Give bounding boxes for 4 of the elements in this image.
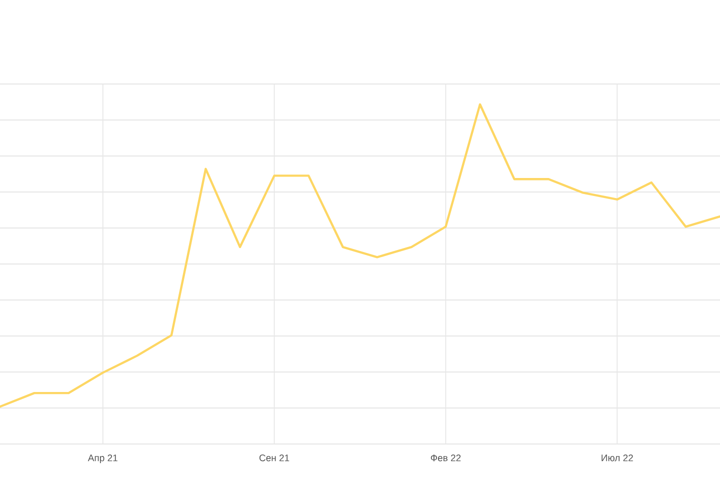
- x-tick-label: Апр 21: [88, 454, 118, 464]
- x-tick-label: Июл 22: [602, 454, 633, 462]
- x-tick-label: Сен 21: [259, 454, 290, 462]
- x-tick-label: Фев 22: [430, 454, 461, 462]
